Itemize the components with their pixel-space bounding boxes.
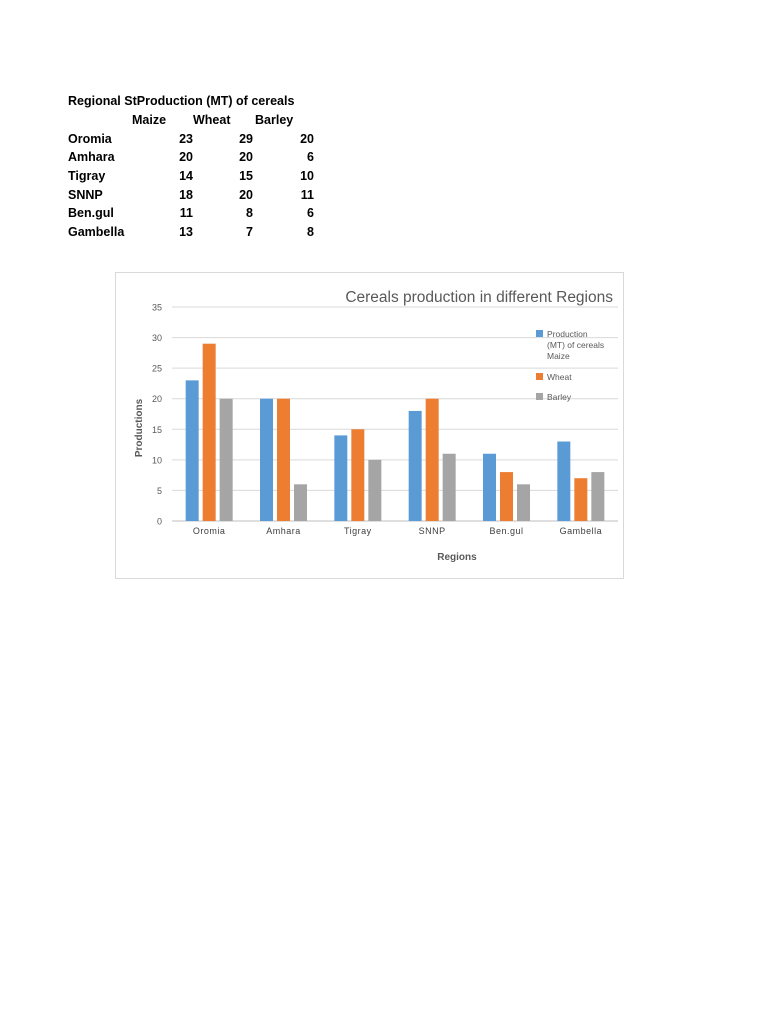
cell-barley: 10 — [300, 169, 314, 184]
y-tick-label: 5 — [157, 486, 162, 496]
table-header-row: Maize Wheat Barley — [68, 111, 328, 130]
header-barley: Barley — [255, 113, 294, 127]
cell-barley: 6 — [307, 206, 314, 221]
cell-maize: 20 — [179, 150, 193, 165]
bar — [334, 435, 348, 521]
bar — [277, 398, 290, 521]
row-label: Amhara — [68, 150, 115, 165]
legend-label: Production — [547, 329, 588, 339]
cell-wheat: 15 — [239, 169, 253, 184]
x-tick-label: Gambella — [560, 526, 603, 536]
row-label: Oromia — [68, 131, 112, 146]
cell-wheat: 20 — [239, 150, 253, 165]
x-tick-label: Amhara — [266, 526, 301, 536]
y-tick-label: 20 — [152, 394, 162, 404]
bar — [500, 472, 513, 521]
cell-barley: 11 — [300, 187, 314, 202]
bar — [442, 453, 456, 521]
table-row: SNNP 18 20 11 — [68, 186, 328, 205]
cell-maize: 11 — [179, 206, 193, 221]
legend-swatch — [536, 393, 543, 400]
row-label: Ben.gul — [68, 206, 114, 221]
bar — [574, 478, 588, 521]
x-tick-label: Ben.gul — [489, 526, 523, 536]
header-maize: Maize — [132, 113, 167, 127]
legend-label: Maize — [547, 351, 570, 361]
table-row: Amhara 20 20 6 — [68, 148, 328, 167]
bar — [483, 453, 496, 521]
bar — [185, 380, 199, 521]
bar — [294, 484, 307, 521]
chart-frame: 0 5 10 15 20 25 30 35 Oromia Amhara Tigray SNNP Ben.… — [115, 272, 624, 579]
bar — [425, 398, 439, 521]
legend-swatch — [536, 373, 543, 380]
table-title: Regional StProduction (MT) of cereals — [68, 94, 295, 108]
bar — [557, 441, 571, 521]
cell-wheat: 7 — [246, 225, 253, 240]
table-row: Tigray 14 15 10 — [68, 167, 328, 186]
bar — [591, 472, 605, 521]
x-tick-label: Tigray — [344, 526, 372, 536]
header-wheat: Wheat — [193, 113, 231, 127]
cell-maize: 18 — [179, 187, 193, 202]
bar — [368, 459, 382, 521]
cell-wheat: 29 — [239, 131, 253, 146]
bar — [219, 398, 233, 521]
x-tick-label: Oromia — [193, 526, 226, 536]
y-tick-label: 25 — [152, 364, 162, 374]
data-table: Regional StProduction (MT) of cereals Ma… — [68, 92, 328, 242]
bar — [202, 343, 216, 521]
row-label: Gambella — [68, 225, 125, 240]
chart-title: Cereals production in different Regions — [345, 289, 613, 306]
bar-chart: 0 5 10 15 20 25 30 35 Oromia Amhara Tigray SNNP Ben.… — [134, 289, 618, 563]
table-row: Gambella 13 7 8 — [68, 223, 328, 242]
row-label: Tigray — [68, 169, 106, 184]
cell-wheat: 8 — [246, 206, 253, 221]
bar — [517, 484, 530, 521]
y-tick-label: 30 — [152, 333, 162, 343]
table-row: Oromia 23 29 20 — [68, 130, 328, 149]
cell-barley: 20 — [300, 131, 314, 146]
cell-wheat: 20 — [239, 187, 253, 202]
table-row: Ben.gul 11 8 6 — [68, 204, 328, 223]
bar — [408, 410, 422, 521]
cell-maize: 23 — [179, 131, 193, 146]
y-axis-label: Productions — [134, 398, 145, 457]
y-tick-label: 15 — [152, 425, 162, 435]
cell-barley: 8 — [307, 225, 314, 240]
y-tick-label: 10 — [152, 455, 162, 465]
bar — [351, 429, 365, 521]
legend-label: Barley — [547, 392, 572, 402]
x-axis-label: Regions — [437, 552, 477, 563]
legend-label: (MT) of cereals — [547, 340, 604, 350]
cell-maize: 13 — [179, 225, 193, 240]
bar — [260, 398, 273, 521]
y-tick-label: 0 — [157, 517, 162, 527]
y-tick-label: 35 — [152, 303, 162, 313]
legend-swatch — [536, 330, 543, 337]
cell-maize: 14 — [179, 169, 193, 184]
cell-barley: 6 — [307, 150, 314, 165]
row-label: SNNP — [68, 187, 103, 202]
x-tick-label: SNNP — [419, 526, 446, 536]
legend-label: Wheat — [547, 372, 572, 382]
